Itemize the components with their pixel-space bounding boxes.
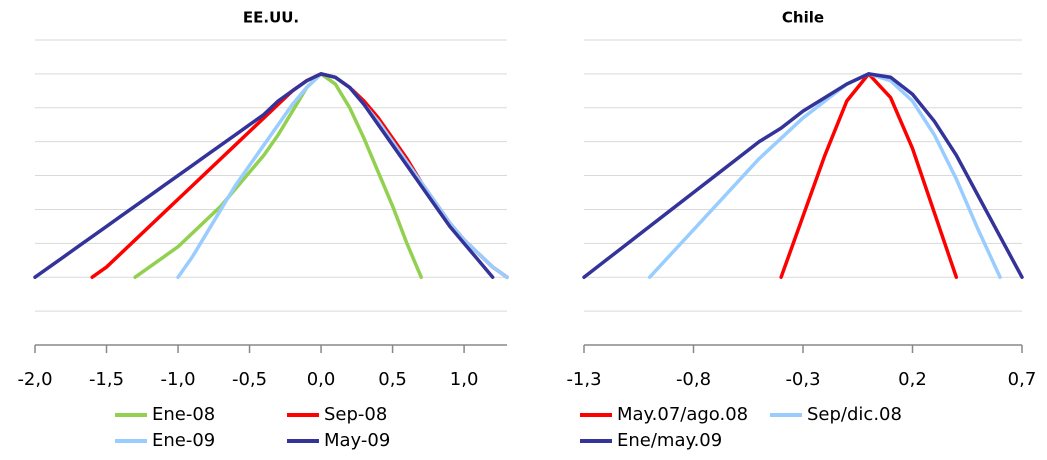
x-tick-label: -1,0 — [160, 369, 195, 390]
legend-label: Ene-08 — [152, 404, 215, 425]
x-tick-label: 0,7 — [1008, 369, 1037, 390]
x-tick-label: 0,5 — [378, 369, 407, 390]
series-line — [33, 72, 495, 279]
x-tick-label: -0,5 — [232, 369, 267, 390]
series-line — [133, 72, 423, 279]
x-tick-label: 1,0 — [450, 369, 479, 390]
x-tick-label: -0,8 — [676, 369, 711, 390]
legend-label: Ene/may.09 — [617, 430, 722, 451]
chart-title: EE.UU. — [243, 9, 299, 27]
chart-title: Chile — [782, 9, 824, 27]
series-line — [647, 72, 1002, 279]
legend-label: Sep/dic.08 — [807, 404, 902, 425]
x-tick-label: -0,3 — [785, 369, 820, 390]
x-tick-label: 0,2 — [898, 369, 927, 390]
legend-label: May.07/ago.08 — [617, 404, 748, 425]
legend-label: Sep-08 — [324, 404, 387, 425]
x-tick-label: -1,5 — [89, 369, 124, 390]
x-tick-label: 0,0 — [307, 369, 336, 390]
legend-label: Ene-09 — [152, 430, 215, 451]
series-line — [582, 72, 1024, 279]
x-tick-label: -1,3 — [566, 369, 601, 390]
legend-label: May-09 — [324, 430, 390, 451]
x-tick-label: -2,0 — [17, 369, 52, 390]
